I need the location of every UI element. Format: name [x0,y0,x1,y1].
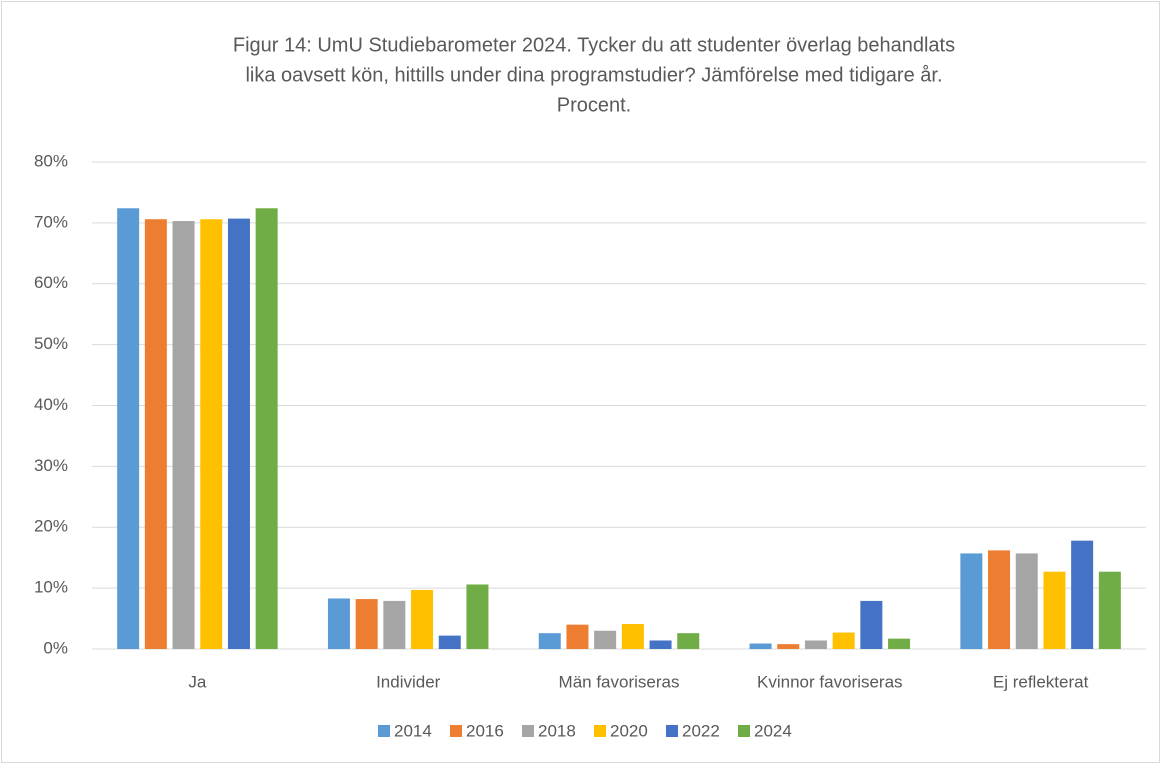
y-tick-label: 30% [34,456,68,475]
legend-label: 2022 [682,721,720,740]
legend-swatch [666,725,678,737]
bar [621,624,644,649]
bar [538,633,561,649]
bar [327,598,350,649]
y-tick-label: 10% [34,578,68,597]
x-tick-label: Ej reflekterat [993,672,1089,691]
legend-swatch [450,725,462,737]
bar [804,640,827,649]
legend-label: 2014 [394,721,432,740]
bar [860,600,883,649]
bar [411,589,434,649]
bar [1071,540,1094,649]
bar [227,218,250,649]
legend-label: 2018 [538,721,576,740]
bar [960,553,983,649]
bar [383,600,406,649]
bar [1043,571,1066,649]
legend-label: 2024 [754,721,792,740]
chart-title: lika oavsett kön, hittills under dina pr… [245,64,942,86]
bar [988,550,1011,649]
bar [117,208,140,649]
bar [466,584,489,649]
y-tick-label: 50% [34,334,68,353]
legend-swatch [378,725,390,737]
legend-label: 2016 [466,721,504,740]
y-tick-label: 40% [34,395,68,414]
bar [255,208,278,649]
y-tick-label: 70% [34,212,68,231]
y-tick-label: 80% [34,151,68,170]
bar [172,221,195,649]
bar [1098,571,1121,649]
bar [777,644,800,649]
legend-swatch [522,725,534,737]
legend-swatch [594,725,606,737]
bar [649,640,672,649]
y-tick-label: 60% [34,273,68,292]
x-tick-label: Män favoriseras [559,672,680,691]
x-tick-label: Kvinnor favoriseras [757,672,903,691]
bar [438,635,461,649]
bar [200,219,223,649]
bar [677,633,700,649]
bar [749,643,772,649]
bar [594,630,617,649]
x-tick-label: Individer [376,672,441,691]
legend-swatch [738,725,750,737]
bar [832,632,855,649]
y-tick-label: 20% [34,517,68,536]
y-tick-label: 0% [43,638,68,657]
chart-title: Figur 14: UmU Studiebarometer 2024. Tyck… [233,34,955,56]
legend-label: 2020 [610,721,648,740]
chart-title: Procent. [557,94,631,116]
bar [1015,553,1038,649]
x-tick-label: Ja [188,672,207,691]
bar [355,599,378,649]
bar [144,219,167,649]
bar [566,624,589,649]
bar [888,638,911,649]
